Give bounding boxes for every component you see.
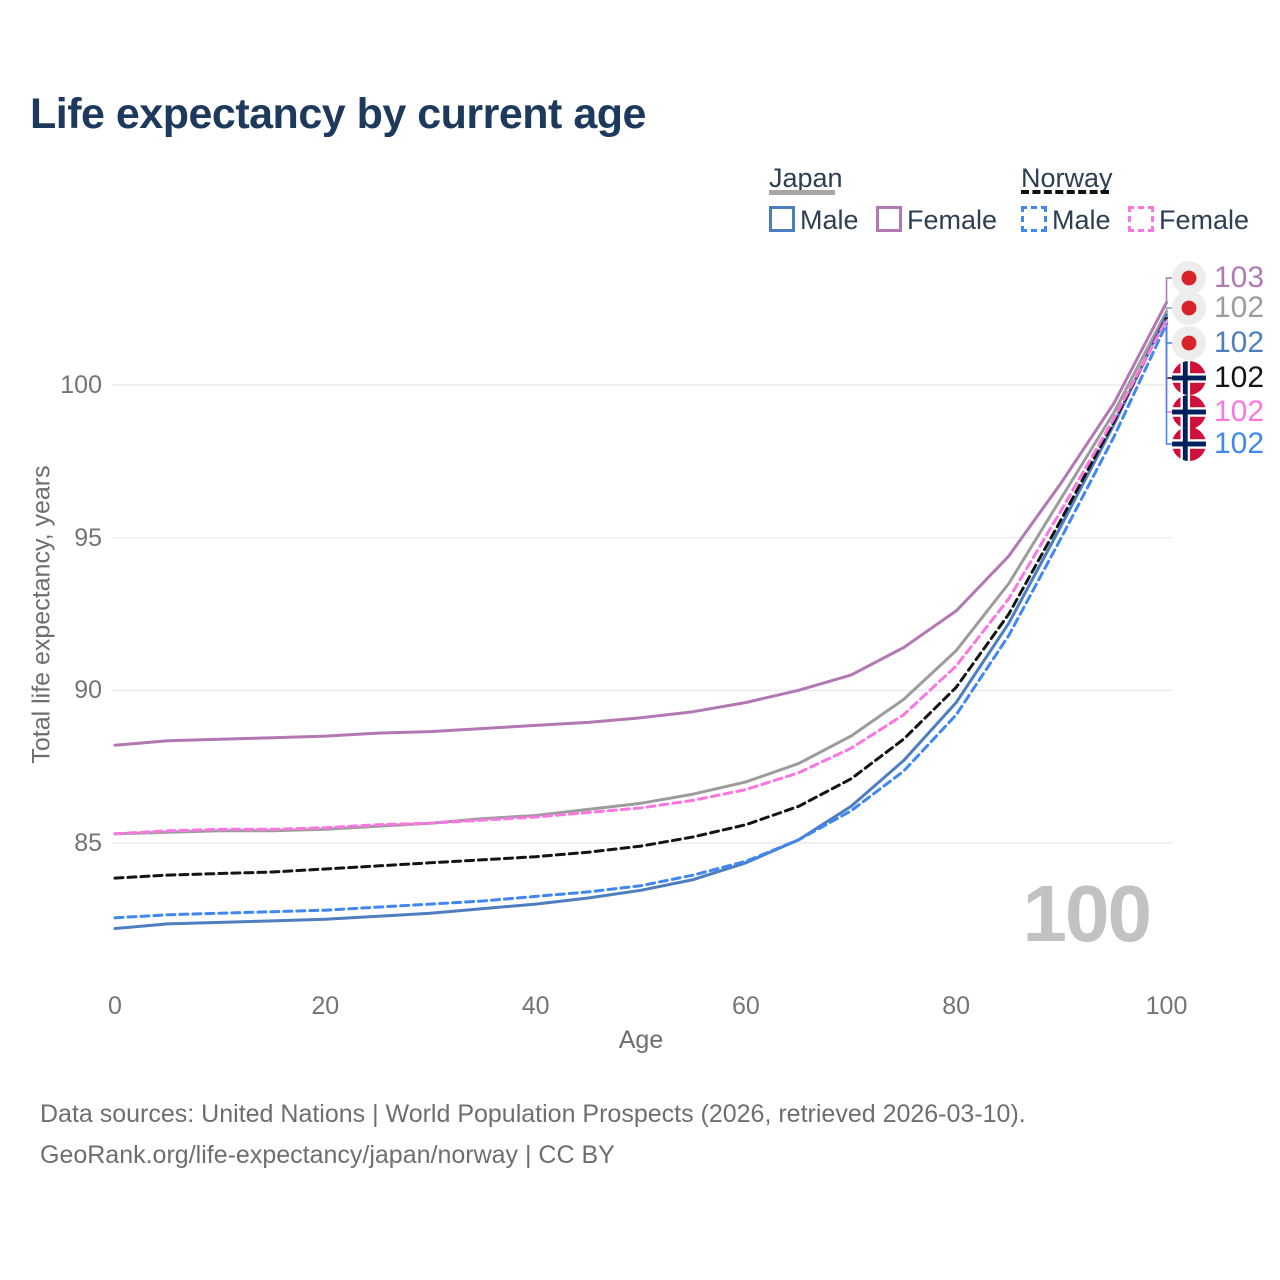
end-label-norway-total: 102 — [1172, 361, 1264, 395]
end-label-japan-male: 102 — [1172, 326, 1264, 360]
end-value: 102 — [1214, 395, 1265, 428]
x-tick-label: 40 — [521, 992, 550, 1020]
end-label-norway-female: 102 — [1172, 395, 1264, 429]
japan-flag-icon — [1172, 261, 1206, 295]
end-value: 102 — [1214, 427, 1265, 460]
legend-label-japan-male[interactable]: Male — [800, 205, 859, 235]
page-title: Life expectancy by current age — [30, 90, 646, 138]
legend-label-norway-male[interactable]: Male — [1052, 205, 1111, 235]
end-value: 103 — [1214, 261, 1265, 294]
legend-group-japan[interactable]: Japan — [769, 163, 843, 193]
x-tick-label: 0 — [108, 992, 122, 1020]
end-label-japan-female: 103 — [1172, 261, 1264, 295]
end-label-norway-male: 102 — [1172, 427, 1264, 461]
y-tick-label: 90 — [74, 676, 102, 705]
age-watermark: 100 — [1022, 869, 1152, 958]
legend-label-norway-female[interactable]: Female — [1159, 205, 1250, 235]
x-tick-label: 80 — [942, 992, 971, 1020]
japan-flag-icon — [1172, 326, 1206, 360]
legend-japan-line-sample — [769, 190, 835, 195]
end-value: 102 — [1214, 291, 1265, 324]
x-axis-title: Age — [618, 1026, 664, 1054]
end-value: 102 — [1214, 326, 1265, 359]
legend-swatch-norway-female[interactable] — [1128, 206, 1154, 232]
footer-data-sources: Data sources: United Nations | World Pop… — [40, 1100, 1026, 1128]
legend-swatch-japan-male[interactable] — [769, 206, 795, 232]
legend-swatch-japan-female[interactable] — [876, 206, 902, 232]
norway-flag-icon — [1172, 427, 1206, 461]
japan-flag-icon — [1172, 291, 1206, 325]
legend-label-japan-female[interactable]: Female — [907, 205, 998, 235]
norway-flag-icon — [1172, 361, 1206, 395]
legend-norway-line-sample — [1021, 190, 1109, 194]
legend-group-norway[interactable]: Norway — [1021, 163, 1113, 193]
x-tick-label: 60 — [731, 992, 760, 1020]
y-axis-title: Total life expectancy, years — [27, 465, 56, 764]
legend-swatch-norway-male[interactable] — [1021, 206, 1047, 232]
footer-attribution-link[interactable]: GeoRank.org/life-expectancy/japan/norway… — [40, 1141, 615, 1169]
end-value: 102 — [1214, 361, 1265, 394]
end-label-japan-total: 102 — [1172, 291, 1264, 325]
x-tick-label: 20 — [311, 992, 340, 1020]
norway-flag-icon — [1172, 395, 1206, 429]
y-tick-label: 95 — [74, 523, 102, 552]
y-tick-label: 85 — [74, 829, 102, 857]
x-tick-label: 100 — [1145, 992, 1188, 1020]
y-tick-label: 100 — [60, 371, 102, 399]
